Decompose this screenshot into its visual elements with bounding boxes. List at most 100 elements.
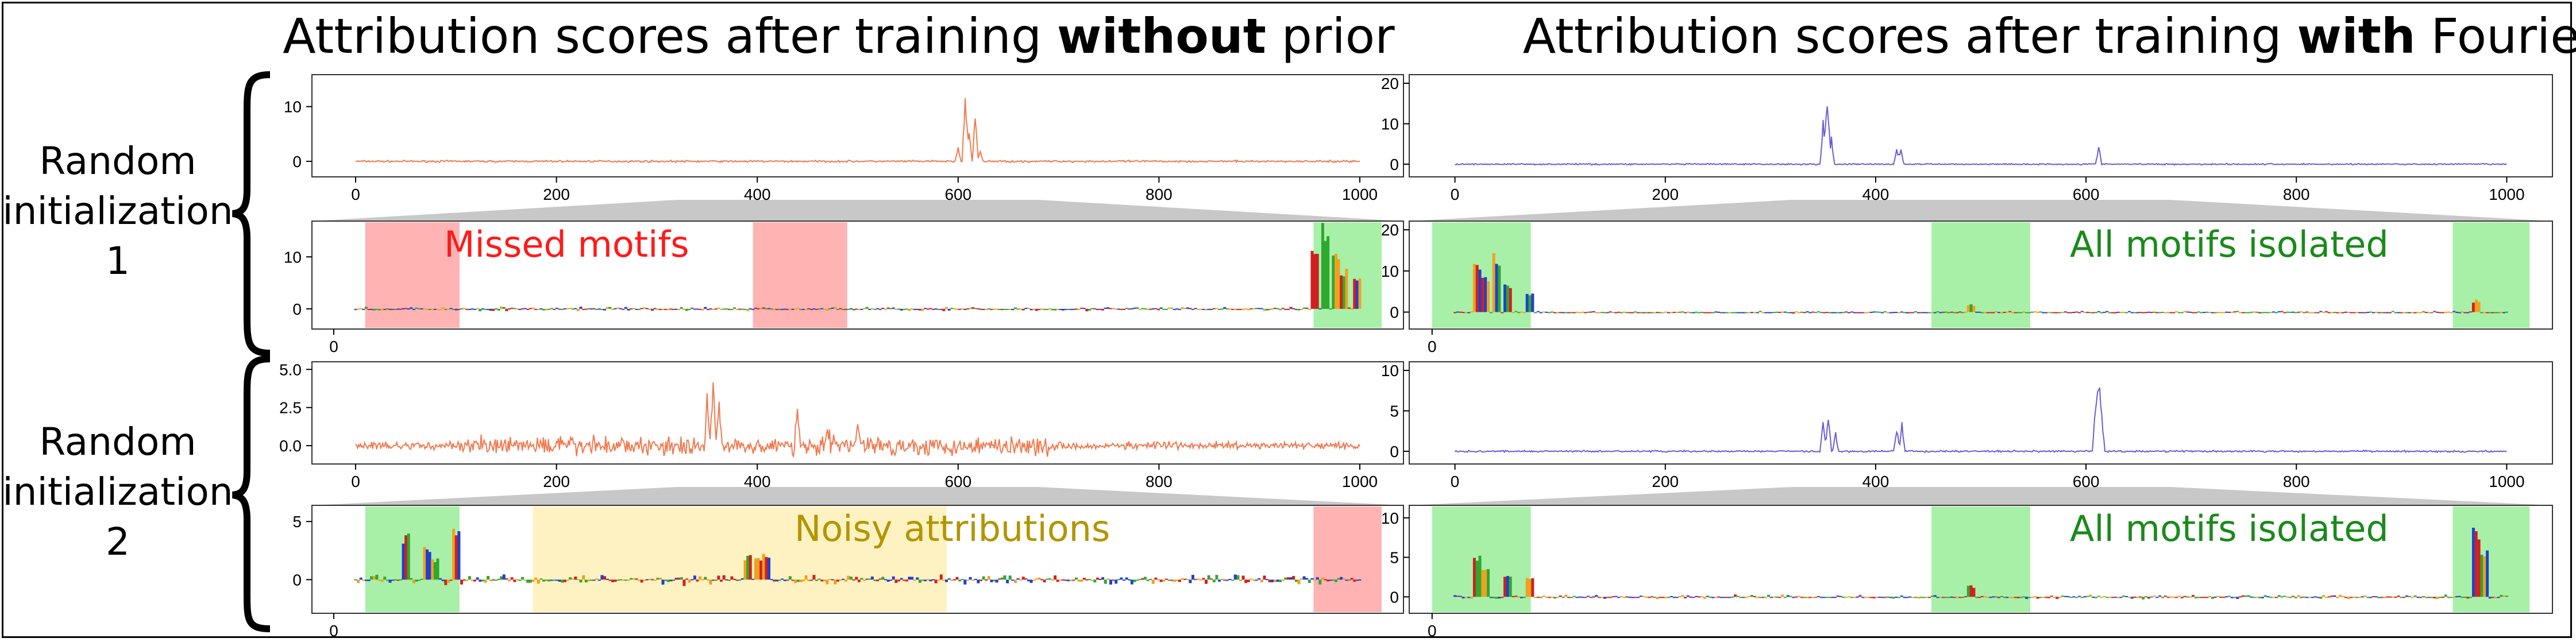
logo-letter bbox=[1492, 597, 1495, 599]
logo-letter bbox=[1595, 312, 1598, 314]
logo-letter bbox=[1522, 597, 1526, 598]
y-tick-label: 0 bbox=[292, 300, 302, 318]
logo-letter bbox=[553, 308, 556, 310]
logo-letter bbox=[1595, 595, 1598, 597]
logo-letter bbox=[1811, 311, 1815, 313]
logo-letter bbox=[1572, 595, 1576, 597]
logo-letter bbox=[2108, 597, 2112, 598]
noisy-highlight bbox=[533, 506, 947, 612]
logo-letter bbox=[1072, 579, 1075, 581]
logo-letter bbox=[2066, 596, 2070, 598]
logo-letter bbox=[1027, 308, 1030, 310]
logo-letter bbox=[2347, 311, 2350, 313]
annotation-label: All motifs isolated bbox=[2070, 223, 2389, 265]
logo-letter bbox=[1316, 577, 1319, 580]
logo-letter bbox=[1085, 579, 1089, 581]
logo-letter bbox=[1753, 595, 1756, 597]
logo-letter bbox=[1739, 312, 1742, 314]
logo-letter bbox=[1212, 308, 1216, 310]
svg-text:1: 1 bbox=[106, 239, 130, 283]
logo-letter bbox=[2339, 312, 2342, 314]
y-tick-label: 10 bbox=[284, 98, 302, 116]
logo-letter bbox=[916, 577, 919, 580]
logo-letter bbox=[1130, 579, 1133, 585]
logo-letter bbox=[842, 308, 845, 310]
logo-letter bbox=[2016, 597, 2020, 598]
logo-letter bbox=[521, 577, 525, 580]
logo-letter bbox=[1603, 597, 1606, 599]
logo-letter bbox=[1659, 312, 1662, 314]
logo-letter bbox=[1215, 308, 1218, 310]
x-tick-label: 400 bbox=[1862, 473, 1889, 490]
logo-letter bbox=[2050, 312, 2053, 314]
logo-letter bbox=[2266, 596, 2270, 598]
logo-letter bbox=[1528, 295, 1532, 312]
logo-letter bbox=[1470, 311, 1474, 313]
logo-letter bbox=[1464, 597, 1468, 598]
logo-letter bbox=[1340, 275, 1343, 309]
logo-letter bbox=[2058, 312, 2062, 314]
logo-letter bbox=[2488, 597, 2492, 599]
logo-letter bbox=[1589, 311, 1592, 313]
logo-letter bbox=[2491, 312, 2494, 314]
logo-letter bbox=[1337, 259, 1340, 309]
logo-letter bbox=[1456, 595, 1459, 597]
logo-letter bbox=[712, 579, 715, 581]
logo-letter bbox=[2094, 312, 2097, 314]
logo-letter bbox=[799, 308, 803, 310]
logo-letter bbox=[1742, 312, 1745, 314]
logo-letter bbox=[468, 576, 471, 580]
logo-letter bbox=[1581, 311, 1584, 313]
logo-letter bbox=[1636, 597, 1640, 598]
logo-letter bbox=[2497, 597, 2500, 598]
logo-letter bbox=[1090, 579, 1094, 581]
logo-letter bbox=[826, 579, 829, 585]
logo-letter bbox=[804, 308, 808, 310]
logo-letter bbox=[955, 577, 959, 580]
x-tick-label: 800 bbox=[1146, 473, 1173, 490]
logo-letter bbox=[426, 549, 429, 580]
logo-letter bbox=[1581, 597, 1584, 598]
logo-letter bbox=[2028, 597, 2031, 598]
logo-letter bbox=[1700, 312, 1704, 314]
logo-letter bbox=[428, 308, 431, 311]
logo-letter bbox=[2421, 596, 2425, 598]
logo-letter bbox=[1684, 597, 1687, 599]
logo-letter bbox=[1202, 578, 1205, 580]
logo-letter bbox=[1886, 312, 1889, 314]
x-tick-label: 1000 bbox=[2489, 185, 2524, 203]
logo-letter bbox=[487, 308, 490, 310]
logo-letter bbox=[2083, 312, 2087, 314]
logo-letter bbox=[597, 308, 601, 310]
logo-letter bbox=[2139, 596, 2142, 598]
attribution-line bbox=[1454, 387, 2507, 454]
logo-letter bbox=[1247, 579, 1250, 582]
logo-letter bbox=[1672, 597, 1676, 598]
logo-letter bbox=[2416, 597, 2420, 598]
logo-letter bbox=[2247, 595, 2250, 597]
logo-letter bbox=[727, 308, 731, 310]
logo-letter bbox=[1310, 250, 1314, 309]
logo-letter bbox=[1220, 579, 1224, 581]
logo-letter bbox=[1698, 596, 1701, 598]
logo-letter bbox=[1271, 579, 1274, 582]
logo-letter bbox=[1748, 312, 1751, 314]
logo-letter bbox=[826, 308, 829, 311]
logo-letter bbox=[2130, 597, 2134, 599]
logo-letter bbox=[2330, 595, 2334, 597]
logo-letter bbox=[1817, 311, 1820, 313]
logo-letter bbox=[828, 308, 832, 310]
logo-letter bbox=[2186, 596, 2189, 598]
logo-letter bbox=[1136, 579, 1139, 581]
logo-letter bbox=[2319, 311, 2323, 312]
logo-letter bbox=[801, 308, 805, 310]
logo-letter bbox=[1656, 312, 1659, 314]
logo-letter bbox=[998, 578, 1001, 580]
x-tick-label: 0 bbox=[1451, 185, 1460, 203]
logo-letter bbox=[2092, 312, 2095, 314]
logo-letter bbox=[1869, 311, 1873, 313]
logo-letter bbox=[786, 308, 789, 310]
logo-letter bbox=[921, 308, 924, 311]
logo-letter bbox=[2300, 597, 2303, 598]
